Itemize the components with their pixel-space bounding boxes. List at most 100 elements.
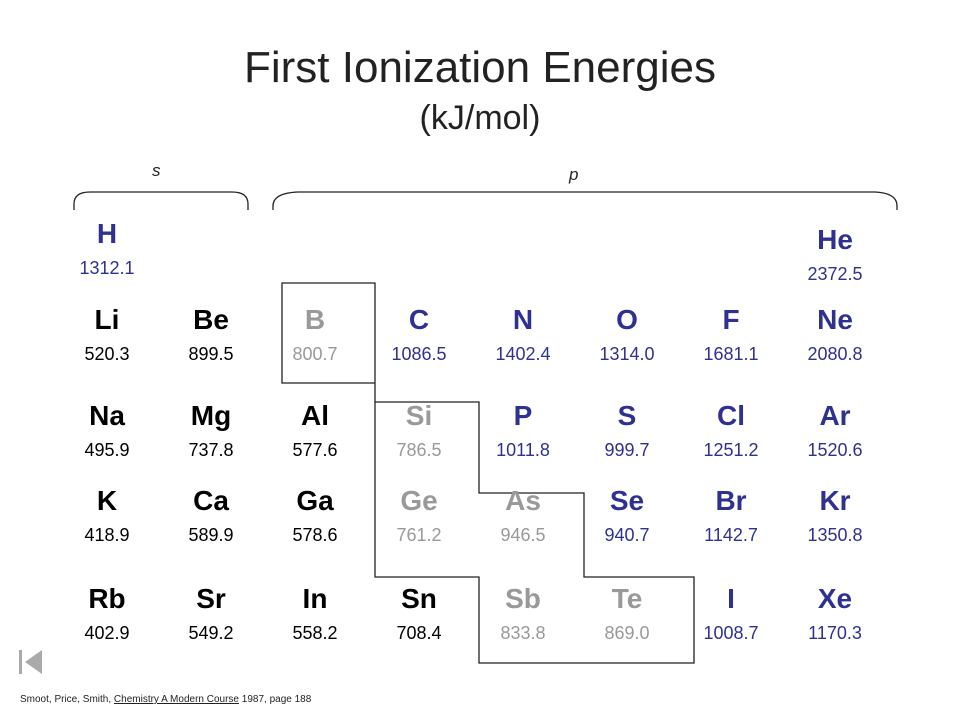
element-symbol: In	[302, 583, 328, 614]
element-xe: Xe 1170.3	[783, 583, 887, 645]
ionization-energy: 737.8	[188, 440, 234, 460]
element-cl: Cl 1251.2	[679, 400, 783, 462]
citation-rest: 1987, page 188	[238, 694, 312, 705]
element-se: Se 940.7	[575, 485, 679, 547]
element-n: N 1402.4	[471, 304, 575, 366]
element-si: Si 786.5	[367, 400, 471, 462]
element-symbol: Te	[611, 583, 643, 614]
ionization-energy: 1008.7	[703, 623, 759, 643]
element-na: Na 495.9	[55, 400, 159, 462]
citation: Smoot, Price, Smith, Chemistry A Modern …	[20, 694, 311, 705]
ionization-energy: 999.7	[604, 440, 650, 460]
ionization-energy: 1312.1	[79, 258, 135, 278]
ionization-energy: 1251.2	[703, 440, 759, 460]
s-block-bracket	[73, 191, 249, 210]
element-kr: Kr 1350.8	[783, 485, 887, 547]
element-be: Be 899.5	[159, 304, 263, 366]
ionization-energy: 1142.7	[704, 525, 758, 545]
element-symbol: Li	[94, 304, 120, 335]
element-as: As 946.5	[471, 485, 575, 547]
element-sb: Sb 833.8	[471, 583, 575, 645]
element-symbol: Ge	[400, 485, 438, 516]
element-te: Te 869.0	[575, 583, 679, 645]
ionization-energy: 1314.0	[599, 344, 655, 364]
element-sr: Sr 549.2	[159, 583, 263, 645]
element-symbol: Sr	[196, 583, 226, 614]
element-ga: Ga 578.6	[263, 485, 367, 547]
element-symbol: Se	[609, 485, 645, 516]
element-symbol: As	[505, 485, 541, 516]
element-i: I 1008.7	[679, 583, 783, 645]
element-he: He 2372.5	[783, 224, 887, 286]
element-symbol: Ne	[817, 304, 853, 335]
ionization-energy: 402.9	[84, 623, 130, 643]
element-sn: Sn 708.4	[367, 583, 471, 645]
element-br: Br 1142.7	[679, 485, 783, 547]
p-block-label: p	[569, 165, 579, 184]
ionization-energy: 2372.5	[807, 264, 863, 284]
element-symbol: Sb	[505, 583, 541, 614]
element-symbol: Ar	[819, 400, 851, 431]
ionization-energy: 761.2	[396, 525, 442, 545]
element-k: K 418.9	[55, 485, 159, 547]
ionization-energy: 1681.1	[703, 344, 759, 364]
element-symbol: S	[617, 400, 637, 431]
ionization-energy: 520.3	[84, 344, 130, 364]
element-symbol: Kr	[819, 485, 851, 516]
element-mg: Mg 737.8	[159, 400, 263, 462]
ionization-energy: 833.8	[500, 623, 546, 643]
ionization-energy: 1350.8	[807, 525, 863, 545]
ionization-energy: 418.9	[84, 525, 130, 545]
ionization-energy: 1402.4	[495, 344, 551, 364]
element-h: H 1312.1	[55, 218, 159, 280]
element-rb: Rb 402.9	[55, 583, 159, 645]
ionization-energy: 946.5	[500, 525, 546, 545]
element-ge: Ge 761.2	[367, 485, 471, 547]
first-slide-icon	[19, 650, 42, 674]
ionization-energy: 1011.8	[496, 440, 550, 460]
ionization-energy: 549.2	[188, 623, 234, 643]
element-symbol: Ga	[296, 485, 334, 516]
p-block-bracket	[272, 191, 898, 210]
element-symbol: P	[513, 400, 533, 431]
element-symbol: Ca	[193, 485, 229, 516]
ionization-energy: 1520.6	[807, 440, 863, 460]
first-slide-button[interactable]	[18, 648, 44, 676]
ionization-energy: 558.2	[292, 623, 338, 643]
element-symbol: Na	[89, 400, 125, 431]
element-b: B 800.7	[263, 304, 367, 366]
element-al: Al 577.6	[263, 400, 367, 462]
element-ne: Ne 2080.8	[783, 304, 887, 366]
element-symbol: Be	[193, 304, 229, 335]
ionization-energy: 1170.3	[808, 623, 862, 643]
ionization-energy: 786.5	[396, 440, 442, 460]
ionization-energy: 589.9	[188, 525, 234, 545]
element-symbol: Rb	[88, 583, 126, 614]
element-symbol: He	[817, 224, 853, 255]
ionization-energy: 708.4	[396, 623, 442, 643]
element-symbol: Cl	[717, 400, 745, 431]
s-block-label: s	[152, 161, 161, 180]
element-symbol: Sn	[401, 583, 437, 614]
ionization-energy: 495.9	[84, 440, 130, 460]
element-symbol: H	[96, 218, 118, 249]
citation-book: Chemistry A Modern Course	[113, 694, 239, 705]
ionization-energy: 2080.8	[807, 344, 863, 364]
metalloid-staircase	[281, 282, 695, 664]
ionization-energy: 869.0	[604, 623, 650, 643]
element-li: Li 520.3	[55, 304, 159, 366]
ionization-energy: 899.5	[188, 344, 234, 364]
element-s: S 999.7	[575, 400, 679, 462]
element-ar: Ar 1520.6	[783, 400, 887, 462]
ionization-energy: 578.6	[292, 525, 338, 545]
element-symbol: Mg	[190, 400, 232, 431]
element-symbol: Br	[715, 485, 747, 516]
element-symbol: I	[727, 583, 735, 614]
element-symbol: Al	[301, 400, 329, 431]
element-symbol: N	[512, 304, 534, 335]
element-symbol: Si	[405, 400, 433, 431]
element-symbol: O	[616, 304, 638, 335]
page-subtitle: (kJ/mol)	[419, 99, 541, 137]
citation-authors: Smoot, Price, Smith,	[20, 694, 114, 705]
